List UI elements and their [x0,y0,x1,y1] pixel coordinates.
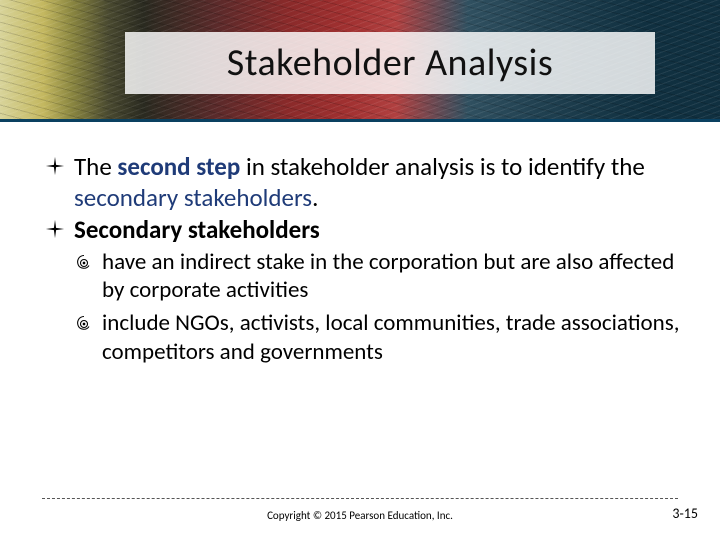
bullet-text-post3: . [312,182,318,213]
header-banner: Stakeholder Analysis [0,0,720,122]
bullet-text: have an indirect stake in the corporatio… [102,248,674,305]
copyright-text: Copyright © 2015 Pearson Education, Inc. [0,509,720,522]
page-number: 3-15 [672,505,698,522]
bullet-text: include NGOs, activists, local communiti… [102,309,679,366]
divider [42,498,678,499]
slide-title: Stakeholder Analysis [227,40,554,86]
title-container: Stakeholder Analysis [125,32,655,94]
swirl-icon [74,313,94,342]
content-area: The second step in stakeholder analysis … [0,122,720,367]
plus-icon [44,217,66,248]
bullet-level1: The second step in stakeholder analysis … [44,152,686,213]
plus-icon [44,154,66,185]
bullet-level2: have an indirect stake in the corporatio… [74,248,686,306]
bullet-text-post1: in stakeholder analysis is to identify t… [240,151,645,182]
footer: Copyright © 2015 Pearson Education, Inc.… [0,498,720,522]
bullet-level2: include NGOs, activists, local communiti… [74,309,686,367]
bullet-text: Secondary stakeholders [74,214,320,245]
bullet-text-pre: The [74,151,117,182]
bullet-emphasis: second step [117,151,240,182]
bullet-emphasis-2: secondary stakeholders [74,182,312,213]
bullet-level1: Secondary stakeholders [44,215,686,246]
swirl-icon [74,252,94,281]
